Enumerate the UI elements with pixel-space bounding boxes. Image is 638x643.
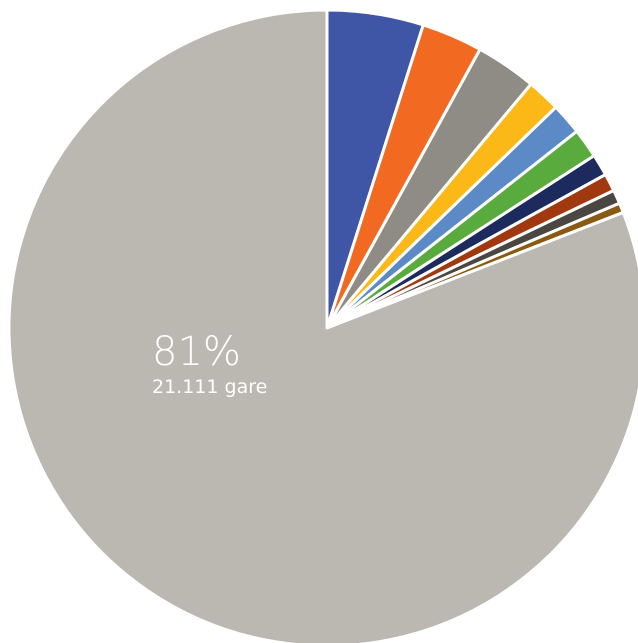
value-sublabel: 21.111 gare (152, 376, 267, 398)
value-label: 81% (152, 329, 241, 375)
pie-slice (7, 8, 638, 643)
